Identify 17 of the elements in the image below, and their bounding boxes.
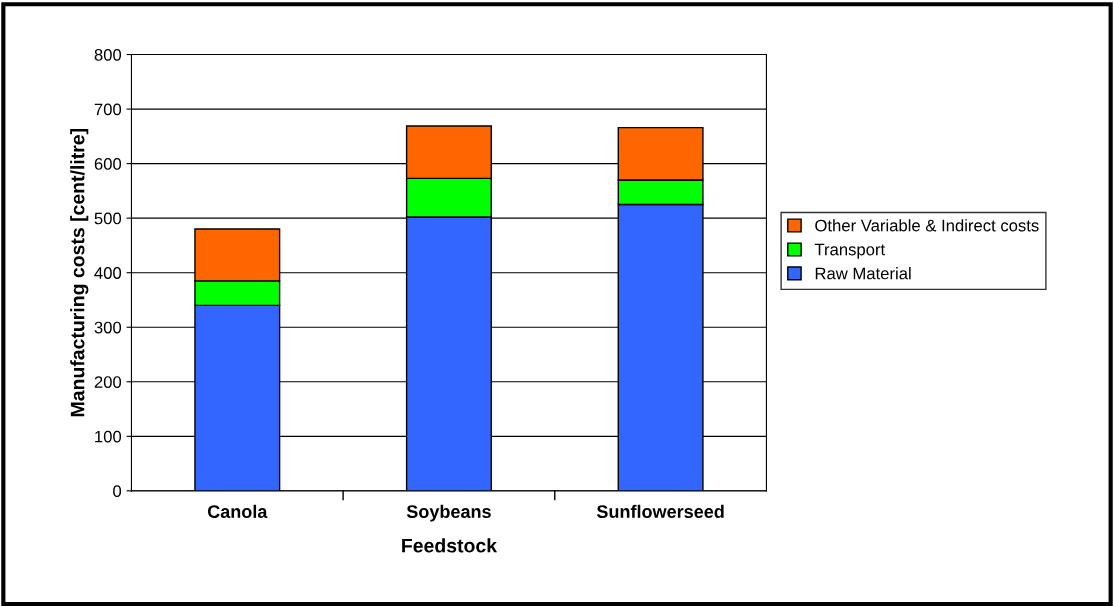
legend-label: Raw Material — [815, 267, 911, 280]
y-tick-label: 800 — [94, 48, 122, 61]
y-tick-label: 400 — [94, 267, 122, 279]
y-tick-label: 200 — [94, 376, 122, 388]
y-axis-title: Manufacturing costs [cent/litre] — [70, 129, 89, 417]
x-tick-label: Canola — [207, 504, 268, 519]
y-tick-label: 700 — [94, 103, 122, 116]
y-tick-label: 100 — [95, 430, 122, 443]
y-tick-label: 600 — [94, 158, 122, 170]
x-axis-title: Feedstock — [402, 538, 498, 553]
legend-label: Transport — [814, 243, 886, 259]
x-tick-label: Soybeans — [406, 504, 491, 522]
y-tick-label: 500 — [94, 212, 122, 225]
x-tick-label: Sunflowerseed — [596, 504, 724, 519]
y-tick-label: 0 — [113, 485, 122, 498]
legend-label: Other Variable & Indirect costs — [815, 219, 1039, 232]
y-tick-label: 300 — [94, 321, 122, 334]
